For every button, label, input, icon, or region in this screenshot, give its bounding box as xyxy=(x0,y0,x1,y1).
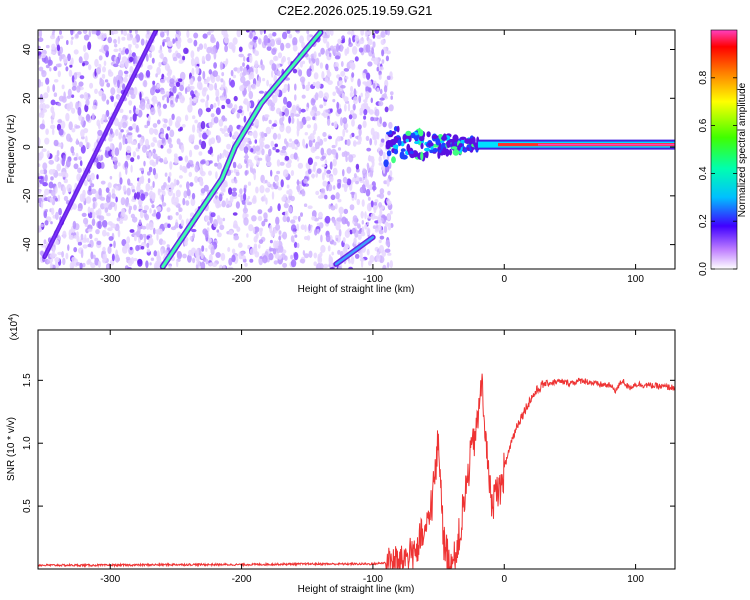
x-tick-label: -200 xyxy=(232,574,252,585)
x-tick-label: 0 xyxy=(501,574,507,585)
snr-x-label: Height of straight line (km) xyxy=(298,584,415,595)
colorbar-tick-label: 0.2 xyxy=(698,214,709,228)
colorbar-tick-label: 0.0 xyxy=(698,262,709,276)
snr-scale-factor: (x104) xyxy=(8,314,20,341)
spectrogram-x-label: Height of straight line (km) xyxy=(298,284,415,295)
y-tick-label: 1.5 xyxy=(22,373,33,387)
snr-y-ticks: 0.5 1.0 1.5 xyxy=(22,373,675,513)
spectrogram-frame xyxy=(37,29,676,270)
x-tick-label: -300 xyxy=(100,274,120,285)
y-tick-label: 0.5 xyxy=(22,499,33,513)
colorbar-frame xyxy=(710,29,738,270)
snr-series-line xyxy=(38,373,675,569)
colorbar-gradient xyxy=(711,30,737,269)
x-tick-label: 0 xyxy=(501,274,507,285)
x-tick-label: -300 xyxy=(100,574,120,585)
y-tick-label: 40 xyxy=(22,44,33,56)
spectrogram-y-ticks: -40 -20 0 20 40 xyxy=(22,44,675,252)
spectrogram-noise xyxy=(38,30,394,269)
colorbar-ticks: 0.0 0.2 0.4 0.6 0.8 xyxy=(698,70,737,276)
colorbar-tick-label: 0.6 xyxy=(698,118,709,132)
chart-title: C2E2.2026.025.19.59.G21 xyxy=(277,3,433,18)
spectrogram-y-label: Frequency (Hz) xyxy=(6,115,17,184)
x-tick-label: -100 xyxy=(363,574,383,585)
snr-y-label: SNR (10 * v/v) xyxy=(6,417,17,481)
x-tick-label: 100 xyxy=(627,574,644,585)
spectrogram-features xyxy=(42,30,675,269)
colorbar-tick-label: 0.4 xyxy=(698,166,709,180)
x-tick-label: -100 xyxy=(363,274,383,285)
y-tick-label: -20 xyxy=(22,188,33,203)
colorbar-tick-label: 0.8 xyxy=(698,70,709,84)
y-tick-label: 20 xyxy=(22,92,33,104)
snr-background xyxy=(38,330,675,569)
x-tick-label: 100 xyxy=(627,274,644,285)
x-tick-label: -200 xyxy=(232,274,252,285)
colorbar-label: Normalized spectral amplitude xyxy=(737,82,748,217)
snr-frame xyxy=(37,329,676,570)
y-tick-label: -40 xyxy=(22,237,33,252)
snr-panel: -300 -200 -100 0 100 0.5 1.0 1.5 Height of str… xyxy=(6,314,676,595)
y-tick-label: 1.0 xyxy=(22,436,33,450)
colorbar: 0.0 0.2 0.4 0.6 0.8 Normalized spectral ampl… xyxy=(698,29,748,276)
snr-x-ticks: -300 -200 -100 0 100 xyxy=(100,330,644,585)
y-tick-label: 0 xyxy=(22,144,33,150)
spectrogram-x-ticks: -300 -200 -100 0 100 xyxy=(100,30,644,285)
